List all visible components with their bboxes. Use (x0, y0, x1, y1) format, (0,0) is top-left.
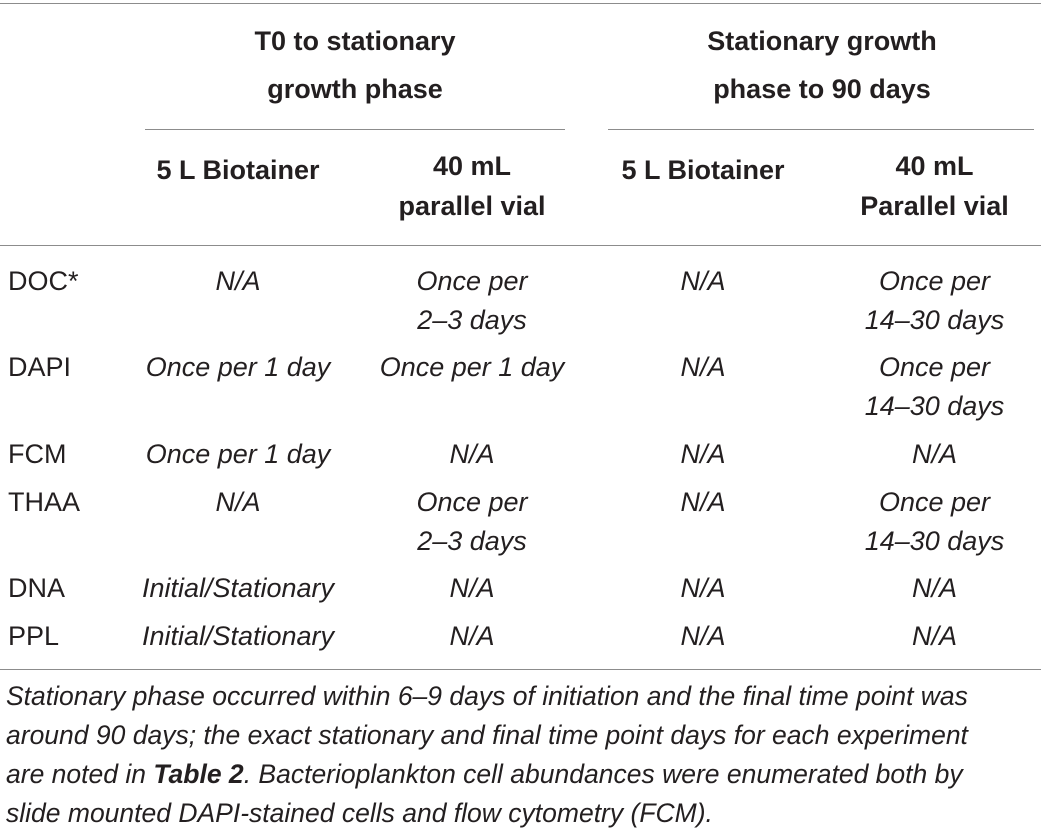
subheader-col-2-line-2: parallel vial (398, 191, 546, 221)
footnote-line: slide mounted DAPI-stained cells and flo… (6, 798, 713, 828)
subheader-col-4-line-1: 40 mL (895, 151, 974, 181)
cell-text: N/A (215, 487, 261, 517)
cell-text: N/A (215, 266, 261, 296)
cell-text: N/A (911, 573, 957, 603)
footnote-text: . Bacterioplankton cell abundances were … (243, 759, 963, 789)
footnote-line: are noted in Table 2. Bacterioplankton c… (6, 755, 1036, 794)
group-header-left-line-2: growth phase (267, 74, 443, 104)
subheader-col-1-line-1: 5 L Biotainer (156, 155, 320, 185)
cell-text: N/A (449, 573, 495, 603)
row-label-thaa: THAA (8, 487, 81, 517)
cell-text: 2–3 days (417, 526, 527, 556)
header-bottom-rule (0, 245, 1041, 246)
cell-dna-col-4: N/A (832, 569, 1037, 608)
cell-text: Once per 1 day (379, 352, 565, 382)
subheader-col-2-line-1: 40 mL (432, 151, 512, 181)
cell-text: N/A (449, 439, 495, 469)
cell-text: N/A (911, 621, 957, 651)
footnote-text: are noted in (6, 759, 154, 789)
group-header-right: Stationary growth phase to 90 days (610, 17, 1034, 113)
cell-doc-col-4: Once per 14–30 days (832, 262, 1037, 340)
cell-text: Once per (416, 266, 528, 296)
cell-doc-col-2: Once per 2–3 days (367, 262, 577, 340)
cell-thaa-col-3: N/A (598, 483, 808, 522)
subheader-col-4-line-2: Parallel vial (860, 191, 1009, 221)
subheader-col-3: 5 L Biotainer (598, 146, 808, 194)
cell-fcm-col-4: N/A (832, 435, 1037, 474)
subheader-col-3-line-1: 5 L Biotainer (621, 155, 785, 185)
cell-text: Once per 1 day (145, 352, 331, 382)
cell-text: N/A (680, 621, 726, 651)
row-label-dna: DNA (8, 573, 66, 603)
cell-ppl-col-4: N/A (832, 617, 1037, 656)
cell-text: 14–30 days (864, 526, 1005, 556)
footnote-line: Stationary phase occurred within 6–9 day… (6, 681, 968, 711)
group-rule-right (608, 129, 1034, 130)
cell-text: N/A (911, 439, 957, 469)
table-bottom-rule (0, 669, 1041, 670)
cell-text: Once per (878, 352, 991, 382)
cell-fcm-col-3: N/A (598, 435, 808, 474)
cell-text: N/A (680, 439, 726, 469)
group-header-right-line-1: Stationary growth (707, 26, 937, 56)
cell-text: Once per (878, 266, 991, 296)
subheader-col-4: 40 mL Parallel vial (832, 146, 1037, 226)
cell-thaa-col-1: N/A (133, 483, 343, 522)
cell-text: N/A (680, 487, 726, 517)
group-header-left: T0 to stationary growth phase (145, 17, 565, 113)
row-label-dapi: DAPI (8, 352, 72, 382)
cell-thaa-col-2: Once per 2–3 days (367, 483, 577, 561)
cell-fcm-col-1: Once per 1 day (133, 435, 343, 474)
group-header-left-line-1: T0 to stationary (254, 26, 456, 56)
table-footnote: Stationary phase occurred within 6–9 day… (6, 677, 1036, 833)
cell-text: 2–3 days (417, 305, 527, 335)
cell-text: Initial/Stationary (141, 573, 335, 603)
cell-dapi-col-2: Once per 1 day (357, 348, 587, 387)
cell-text: N/A (680, 573, 726, 603)
cell-thaa-col-4: Once per 14–30 days (832, 483, 1037, 561)
table-2-reference[interactable]: Table 2 (153, 759, 244, 789)
cell-ppl-col-2: N/A (367, 617, 577, 656)
group-header-right-line-2: phase to 90 days (713, 74, 931, 104)
cell-ppl-col-3: N/A (598, 617, 808, 656)
cell-dapi-col-4: Once per 14–30 days (832, 348, 1037, 426)
cell-text: N/A (680, 266, 726, 296)
cell-text: Once per (878, 487, 991, 517)
group-rule-left (145, 129, 565, 130)
cell-dna-col-1: Initial/Stationary (118, 569, 358, 608)
row-label-doc: DOC* (8, 266, 79, 296)
cell-text: Once per 1 day (145, 439, 331, 469)
cell-fcm-col-2: N/A (367, 435, 577, 474)
cell-dapi-col-1: Once per 1 day (133, 348, 343, 387)
row-label-fcm: FCM (8, 439, 67, 469)
cell-doc-col-1: N/A (133, 262, 343, 301)
row-label-ppl: PPL (8, 621, 60, 651)
footnote-line: around 90 days; the exact stationary and… (6, 720, 968, 750)
cell-text: Once per (416, 487, 528, 517)
cell-dapi-col-3: N/A (598, 348, 808, 387)
subheader-col-1: 5 L Biotainer (133, 146, 343, 194)
cell-dna-col-3: N/A (598, 569, 808, 608)
cell-doc-col-3: N/A (598, 262, 808, 301)
cell-text: N/A (449, 621, 495, 651)
cell-text: 14–30 days (864, 305, 1005, 335)
top-rule (0, 3, 1041, 4)
cell-dna-col-2: N/A (367, 569, 577, 608)
cell-text: 14–30 days (864, 391, 1005, 421)
cell-text: Initial/Stationary (141, 621, 335, 651)
subheader-col-2: 40 mL parallel vial (367, 146, 577, 226)
cell-ppl-col-1: Initial/Stationary (118, 617, 358, 656)
cell-text: N/A (680, 352, 726, 382)
